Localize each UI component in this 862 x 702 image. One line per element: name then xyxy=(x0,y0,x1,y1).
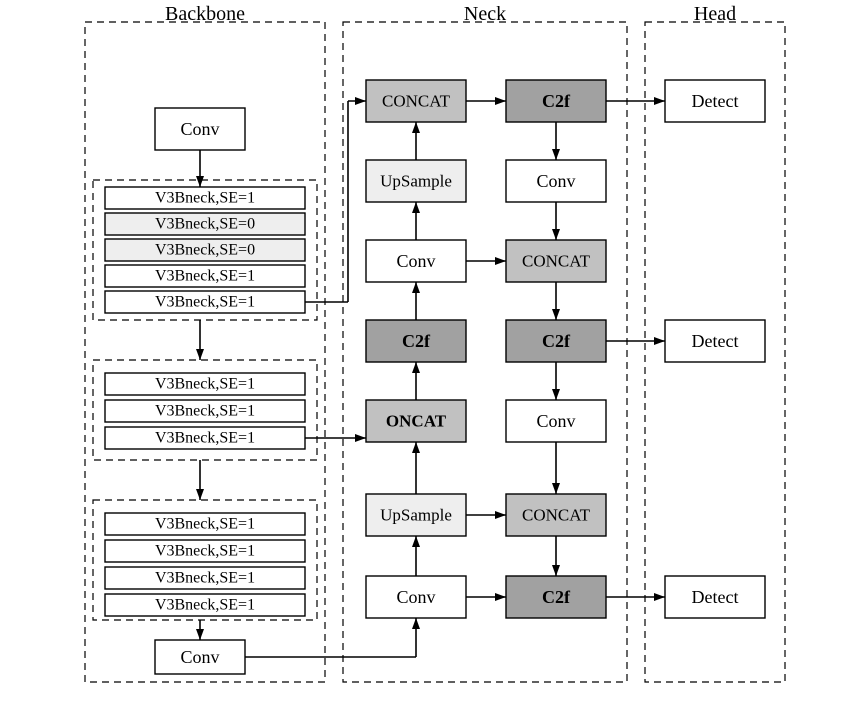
node-detect_bot: Detect xyxy=(665,576,765,618)
section-label-head: Head xyxy=(694,3,736,25)
node-detect_mid: Detect xyxy=(665,320,765,362)
node-bb3_3: V3Bneck,SE=1 xyxy=(105,567,305,589)
node-label-bb1_1: V3Bneck,SE=1 xyxy=(155,190,255,207)
node-bb2_3: V3Bneck,SE=1 xyxy=(105,427,305,449)
node-label-nR_c2f_mid: C2f xyxy=(542,331,571,351)
node-bb3_1: V3Bneck,SE=1 xyxy=(105,513,305,535)
node-bb1_1: V3Bneck,SE=1 xyxy=(105,187,305,209)
node-label-bb1_2: V3Bneck,SE=0 xyxy=(155,216,255,233)
node-label-nR_conv2: Conv xyxy=(536,411,575,431)
node-label-detect_mid: Detect xyxy=(692,331,739,351)
node-bb2_2: V3Bneck,SE=1 xyxy=(105,400,305,422)
node-label-detect_bot: Detect xyxy=(692,587,739,607)
node-nR_c2f_mid: C2f xyxy=(506,320,606,362)
node-nR_concat2: CONCAT xyxy=(506,494,606,536)
node-label-bb3_3: V3Bneck,SE=1 xyxy=(155,570,255,587)
node-conv_bottom: Conv xyxy=(155,640,245,674)
node-label-nL_conv1: Conv xyxy=(396,251,435,271)
node-label-nR_concat1: CONCAT xyxy=(522,252,591,271)
node-label-nL_oncat: ONCAT xyxy=(386,412,447,431)
node-bb1_3: V3Bneck,SE=0 xyxy=(105,239,305,261)
section-label-neck: Neck xyxy=(464,3,506,25)
node-label-conv_bottom: Conv xyxy=(180,647,219,667)
node-label-nL_concat_top: CONCAT xyxy=(382,92,451,111)
node-bb3_4: V3Bneck,SE=1 xyxy=(105,594,305,616)
diagram-root: Backbone Neck Head Conv V3Bneck,SE=1 V3Bneck,… xyxy=(0,0,862,702)
node-label-nL_upsample1: UpSample xyxy=(380,172,452,191)
node-nR_concat1: CONCAT xyxy=(506,240,606,282)
node-nR_conv2: Conv xyxy=(506,400,606,442)
node-nR_c2f_bot: C2f xyxy=(506,576,606,618)
node-label-bb1_4: V3Bneck,SE=1 xyxy=(155,268,255,285)
node-label-nL_upsample2: UpSample xyxy=(380,506,452,525)
node-conv_top: Conv xyxy=(155,108,245,150)
node-nR_c2f_top: C2f xyxy=(506,80,606,122)
node-label-nR_c2f_bot: C2f xyxy=(542,587,571,607)
node-label-conv_top: Conv xyxy=(180,119,219,139)
node-bb1_2: V3Bneck,SE=0 xyxy=(105,213,305,235)
node-nL_upsample2: UpSample xyxy=(366,494,466,536)
node-nL_c2f1: C2f xyxy=(366,320,466,362)
node-label-nR_c2f_top: C2f xyxy=(542,91,571,111)
node-bb1_5: V3Bneck,SE=1 xyxy=(105,291,305,313)
node-nL_conv2: Conv xyxy=(366,576,466,618)
node-label-bb3_1: V3Bneck,SE=1 xyxy=(155,516,255,533)
node-label-bb3_4: V3Bneck,SE=1 xyxy=(155,597,255,614)
node-nR_conv1: Conv xyxy=(506,160,606,202)
node-label-bb3_2: V3Bneck,SE=1 xyxy=(155,543,255,560)
node-bb2_1: V3Bneck,SE=1 xyxy=(105,373,305,395)
node-label-bb2_3: V3Bneck,SE=1 xyxy=(155,430,255,447)
node-nL_oncat: ONCAT xyxy=(366,400,466,442)
node-label-detect_top: Detect xyxy=(692,91,739,111)
node-label-nL_c2f1: C2f xyxy=(402,331,431,351)
node-nL_concat_top: CONCAT xyxy=(366,80,466,122)
node-bb1_4: V3Bneck,SE=1 xyxy=(105,265,305,287)
node-label-bb2_2: V3Bneck,SE=1 xyxy=(155,403,255,420)
node-label-nL_conv2: Conv xyxy=(396,587,435,607)
node-label-bb2_1: V3Bneck,SE=1 xyxy=(155,376,255,393)
node-bb3_2: V3Bneck,SE=1 xyxy=(105,540,305,562)
node-detect_top: Detect xyxy=(665,80,765,122)
node-label-nR_concat2: CONCAT xyxy=(522,506,591,525)
node-label-bb1_5: V3Bneck,SE=1 xyxy=(155,294,255,311)
section-label-backbone: Backbone xyxy=(165,3,245,25)
node-nL_conv1: Conv xyxy=(366,240,466,282)
node-label-bb1_3: V3Bneck,SE=0 xyxy=(155,242,255,259)
node-nL_upsample1: UpSample xyxy=(366,160,466,202)
node-label-nR_conv1: Conv xyxy=(536,171,575,191)
